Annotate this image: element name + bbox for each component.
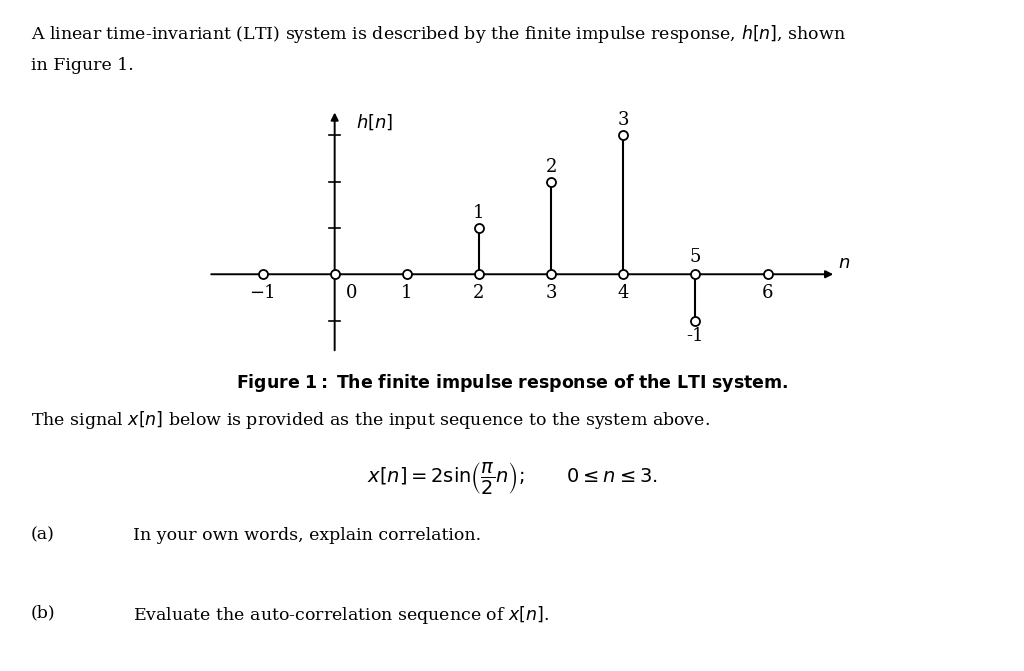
Text: 3: 3 xyxy=(617,111,629,129)
Text: 1: 1 xyxy=(401,285,413,303)
Text: 5: 5 xyxy=(690,248,701,266)
Text: (b): (b) xyxy=(31,604,55,621)
Text: $x[n] = 2\sin\!\left(\dfrac{\pi}{2}n\right);\qquad 0 \leq n \leq 3.$: $x[n] = 2\sin\!\left(\dfrac{\pi}{2}n\rig… xyxy=(367,460,657,496)
Text: 3: 3 xyxy=(546,285,557,303)
Text: 0: 0 xyxy=(345,285,357,303)
Text: The signal $x[n]$ below is provided as the input sequence to the system above.: The signal $x[n]$ below is provided as t… xyxy=(31,409,710,431)
Text: 1: 1 xyxy=(473,204,484,222)
Text: 2: 2 xyxy=(546,158,557,176)
Text: Evaluate the auto-correlation sequence of $x[n]$.: Evaluate the auto-correlation sequence o… xyxy=(133,604,549,626)
Text: −1: −1 xyxy=(249,285,275,303)
Text: $n$: $n$ xyxy=(839,254,850,272)
Text: $\mathbf{Figure\ 1{:}\ The\ finite\ impulse\ response\ of\ the\ LTI\ system.}$: $\mathbf{Figure\ 1{:}\ The\ finite\ impu… xyxy=(236,372,788,395)
Text: in Figure 1.: in Figure 1. xyxy=(31,57,133,74)
Text: 4: 4 xyxy=(617,285,629,303)
Text: 2: 2 xyxy=(473,285,484,303)
Text: A linear time-invariant (LTI) system is described by the finite impulse response: A linear time-invariant (LTI) system is … xyxy=(31,23,846,46)
Text: In your own words, explain correlation.: In your own words, explain correlation. xyxy=(133,527,481,544)
Text: 6: 6 xyxy=(762,285,773,303)
Text: -1: -1 xyxy=(687,327,705,345)
Text: $h[n]$: $h[n]$ xyxy=(356,112,393,132)
Text: (a): (a) xyxy=(31,527,54,544)
